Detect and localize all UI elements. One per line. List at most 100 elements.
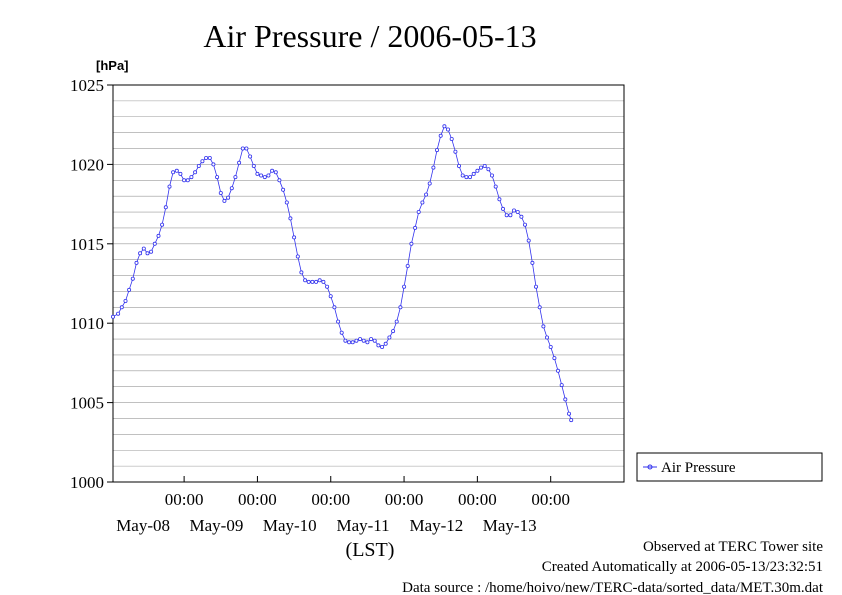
- legend-label-air-pressure: Air Pressure: [661, 460, 736, 476]
- data-point: [347, 340, 352, 345]
- y-tick-label: 1020: [70, 155, 104, 174]
- x-tick-time-label: 00:00: [311, 490, 350, 509]
- data-point: [508, 213, 513, 218]
- data-point: [189, 175, 194, 180]
- data-point: [284, 200, 289, 205]
- data-point: [259, 173, 264, 178]
- data-point: [160, 222, 165, 227]
- data-point: [350, 340, 355, 345]
- data-point: [119, 305, 124, 310]
- x-tick-time-label: 00:00: [531, 490, 570, 509]
- plot-frame: [112, 84, 625, 483]
- data-point: [523, 222, 528, 227]
- data-point: [116, 311, 121, 316]
- data-point: [559, 383, 564, 388]
- data-point: [310, 279, 315, 284]
- data-point: [534, 284, 539, 289]
- data-point: [486, 167, 491, 172]
- data-point: [163, 205, 168, 210]
- data-point: [325, 284, 330, 289]
- data-point: [361, 338, 366, 343]
- data-point: [453, 149, 458, 154]
- data-point: [251, 163, 256, 168]
- data-point: [456, 163, 461, 168]
- series-line: [112, 125, 572, 421]
- data-point: [402, 284, 407, 289]
- x-axis-label: (LST): [346, 539, 395, 561]
- data-point: [211, 162, 216, 167]
- data-point: [295, 254, 300, 259]
- data-point: [240, 146, 245, 151]
- data-point: [380, 344, 385, 349]
- legend-box: [636, 452, 823, 482]
- data-point: [277, 178, 282, 183]
- data-point: [270, 168, 275, 173]
- data-point: [354, 338, 359, 343]
- data-point: [552, 356, 557, 361]
- data-point: [288, 216, 293, 221]
- data-point: [237, 160, 242, 165]
- data-point: [193, 170, 198, 175]
- x-day-label: May-13: [483, 516, 537, 535]
- data-point: [226, 195, 231, 200]
- y-tick-label: 1000: [70, 473, 104, 492]
- x-day-label: May-12: [409, 516, 463, 535]
- data-point: [156, 233, 161, 238]
- data-point: [262, 175, 267, 180]
- data-point: [196, 163, 201, 168]
- data-point: [328, 294, 333, 299]
- data-point: [416, 209, 421, 214]
- data-point: [317, 278, 322, 283]
- x-day-label: May-11: [336, 516, 389, 535]
- data-point: [489, 173, 494, 178]
- data-point: [376, 343, 381, 348]
- data-point: [185, 178, 190, 183]
- data-point: [152, 241, 157, 246]
- data-point: [292, 235, 297, 240]
- footer-observed: Observed at TERC Tower site: [643, 539, 823, 555]
- x-day-label: May-10: [263, 516, 317, 535]
- data-point: [475, 168, 480, 173]
- data-point: [548, 344, 553, 349]
- data-point: [149, 249, 154, 254]
- data-point: [504, 213, 509, 218]
- data-point: [204, 155, 209, 160]
- data-point: [545, 335, 550, 340]
- data-point: [497, 197, 502, 202]
- data-point: [460, 173, 465, 178]
- data-point: [266, 173, 271, 178]
- data-point: [431, 165, 436, 170]
- data-point: [383, 341, 388, 346]
- legend-marker-swatch: [647, 464, 653, 470]
- y-tick-label: 1015: [70, 235, 104, 254]
- data-point: [281, 187, 286, 192]
- data-point: [449, 136, 454, 141]
- x-tick-time-label: 00:00: [385, 490, 424, 509]
- x-tick-time-label: 00:00: [458, 490, 497, 509]
- data-point: [218, 190, 223, 195]
- data-point: [409, 241, 414, 246]
- data-point: [174, 168, 179, 173]
- legend: Air Pressure: [636, 452, 823, 482]
- y-tick-label: 1025: [70, 76, 104, 95]
- data-point: [434, 148, 439, 153]
- data-point: [207, 155, 212, 160]
- data-point: [233, 175, 238, 180]
- data-point: [515, 209, 520, 214]
- data-point: [215, 175, 220, 180]
- data-point: [343, 338, 348, 343]
- data-point: [303, 278, 308, 283]
- data-point: [244, 146, 249, 151]
- data-point: [134, 260, 139, 265]
- data-point: [467, 175, 472, 180]
- data-point: [111, 314, 116, 319]
- data-point: [464, 175, 469, 180]
- data-point: [273, 170, 278, 175]
- data-point: [413, 225, 418, 230]
- data-point: [332, 305, 337, 310]
- data-point: [526, 238, 531, 243]
- data-point: [358, 337, 363, 342]
- data-point: [178, 171, 183, 176]
- data-point: [519, 214, 524, 219]
- data-point: [471, 171, 476, 176]
